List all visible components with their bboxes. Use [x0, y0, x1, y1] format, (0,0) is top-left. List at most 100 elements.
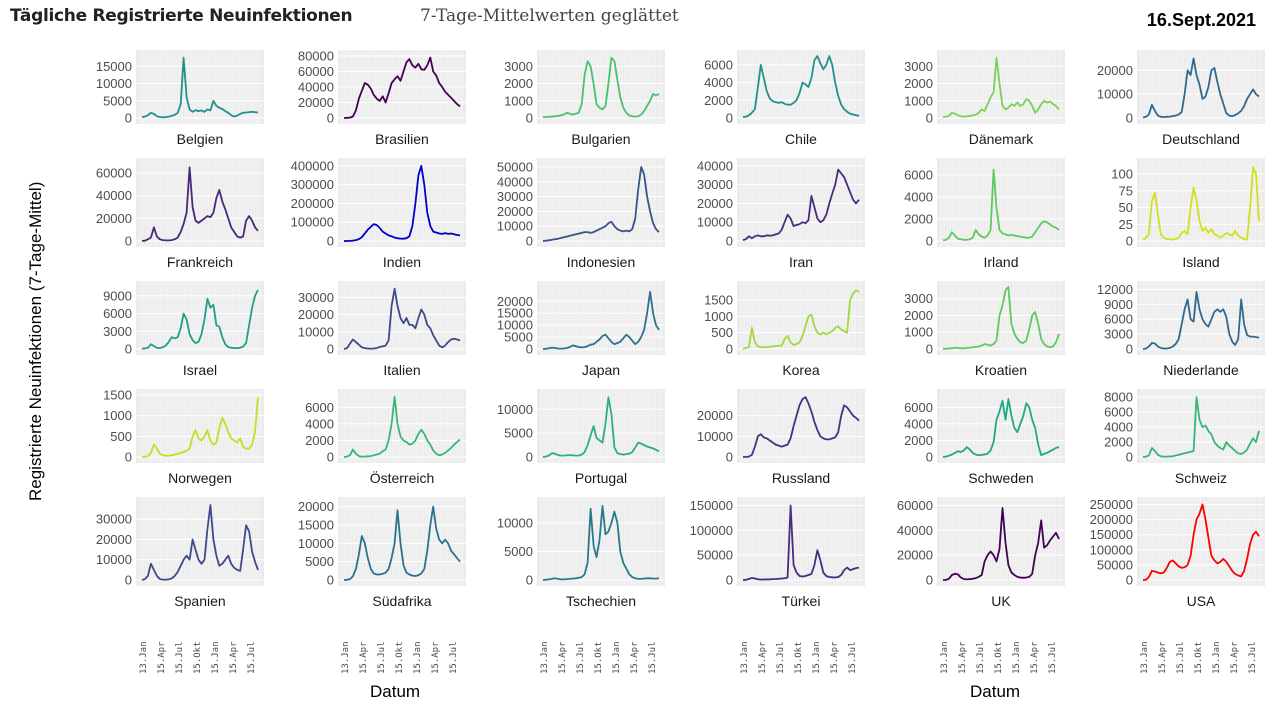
y-tick-label: 5000 [103, 93, 132, 108]
panel-title: Irland [983, 254, 1018, 270]
y-tick-label: 1000 [904, 93, 933, 108]
panel-title: Island [1182, 254, 1219, 270]
panel-title: Brasilien [375, 131, 429, 147]
y-tick-label: 30000 [497, 189, 533, 204]
y-tick-label: 6000 [305, 400, 334, 415]
series-line-kroatien [942, 286, 1060, 350]
x-tick-label: 13.Jan [940, 641, 950, 674]
y-tick-label: 40000 [697, 158, 733, 173]
series-line-italien [343, 287, 461, 350]
panel-title: Deutschland [1162, 131, 1240, 147]
panel-title: Tschechien [566, 593, 636, 609]
y-tick-label: 80000 [298, 49, 334, 64]
y-tick-label: 0 [526, 450, 533, 465]
y-tick-label: 10000 [697, 215, 733, 230]
y-tick-label: 6000 [904, 400, 933, 415]
series-line-japan [542, 290, 660, 350]
y-tick-label: 20000 [697, 196, 733, 211]
y-tick-label: 0 [327, 342, 334, 357]
y-tick-label: 8000 [1104, 390, 1133, 405]
panel-title: Dänemark [969, 131, 1035, 147]
x-tick-label: 15.Apr [359, 641, 369, 674]
y-tick-label: 0 [125, 573, 132, 588]
x-tick-label: 13.Jan [139, 641, 149, 674]
y-tick-label: 10000 [497, 402, 533, 417]
series-line-frankreich [141, 166, 259, 242]
y-tick-label: 0 [327, 573, 334, 588]
y-tick-label: 12000 [1097, 282, 1133, 297]
x-tick-label: 15.Apr [758, 641, 768, 674]
x-tick-label: 15.Jan [612, 641, 622, 674]
y-tick-label: 6000 [1104, 312, 1133, 327]
y-tick-label: 10000 [298, 324, 334, 339]
y-tick-label: 60000 [897, 498, 933, 513]
y-tick-label: 0 [526, 111, 533, 126]
y-tick-label: 3000 [103, 324, 132, 339]
series-line-russland [742, 396, 860, 458]
y-tick-label: 0 [327, 450, 334, 465]
x-tick-label: 15.Okt [594, 641, 604, 674]
panel-title: Bulgarien [571, 131, 630, 147]
y-tick-label: 15000 [298, 518, 334, 533]
y-tick-label: 10000 [96, 552, 132, 567]
y-tick-label: 25 [1119, 217, 1133, 232]
x-tick-label: 15.Okt [794, 641, 804, 674]
y-tick-label: 10000 [497, 515, 533, 530]
y-tick-label: 20000 [897, 548, 933, 563]
y-tick-label: 0 [1126, 450, 1133, 465]
y-tick-label: 3000 [904, 59, 933, 74]
panel-uk: 0 20000 40000 60000 UK [897, 497, 1065, 609]
x-tick-label: 15.Jan [1012, 641, 1022, 674]
x-tick-label: 15.Apr [830, 641, 840, 674]
x-axis-ticks-2: 13.Jan 15.Apr 15.Jul 15.Okt 15.Jan 15.Apr 15.J… [540, 641, 658, 674]
panel-title: Norwegen [168, 470, 232, 486]
chart-subtitle: 7-Tage-Mittelwerten geglättet [420, 6, 679, 26]
y-tick-label: 75 [1119, 183, 1133, 198]
series-line-österreich [343, 395, 461, 458]
panel-title: Israel [183, 362, 217, 378]
y-tick-label: 20000 [298, 95, 334, 110]
y-tick-label: 4000 [904, 190, 933, 205]
series-line-korea [742, 289, 860, 350]
series-line-indonesien [542, 166, 660, 242]
panel-title: Iran [789, 254, 813, 270]
series-line-portugal [542, 396, 660, 458]
series-line-indien [344, 165, 461, 242]
y-tick-label: 3000 [1104, 327, 1133, 342]
y-tick-label: 1000 [904, 325, 933, 340]
x-tick-label: 15.Apr [958, 641, 968, 674]
y-tick-label: 0 [726, 450, 733, 465]
x-tick-label: 15.Jul [377, 641, 387, 674]
series-line-iran [742, 168, 860, 241]
y-tick-label: 0 [327, 234, 334, 249]
panel-irland: 0 2000 4000 6000 Irland [904, 158, 1065, 270]
y-tick-label: 0 [125, 450, 132, 465]
panel-title: Belgien [177, 131, 224, 147]
panel-title: Korea [782, 362, 820, 378]
y-tick-label: 0 [526, 342, 533, 357]
y-tick-label: 9000 [1104, 297, 1133, 312]
series-line-chile [742, 55, 860, 118]
y-tick-label: 2000 [704, 93, 733, 108]
panel-dänemark: 0 1000 2000 3000 Dänemark [904, 50, 1065, 147]
y-tick-label: 0 [1126, 111, 1133, 126]
y-tick-label: 100000 [291, 215, 334, 230]
x-tick-label: 15.Jan [413, 641, 423, 674]
y-tick-label: 4000 [305, 416, 334, 431]
y-tick-label: 60000 [96, 166, 132, 181]
series-line-schweiz [1142, 396, 1260, 458]
x-tick-label: 15.Jul [175, 641, 185, 674]
x-tick-label: 15.Jul [576, 641, 586, 674]
y-tick-label: 50000 [1097, 557, 1133, 572]
series-line-irland [942, 168, 1060, 242]
y-tick-label: 40000 [96, 188, 132, 203]
y-tick-label: 10000 [96, 76, 132, 91]
y-tick-label: 20000 [96, 532, 132, 547]
